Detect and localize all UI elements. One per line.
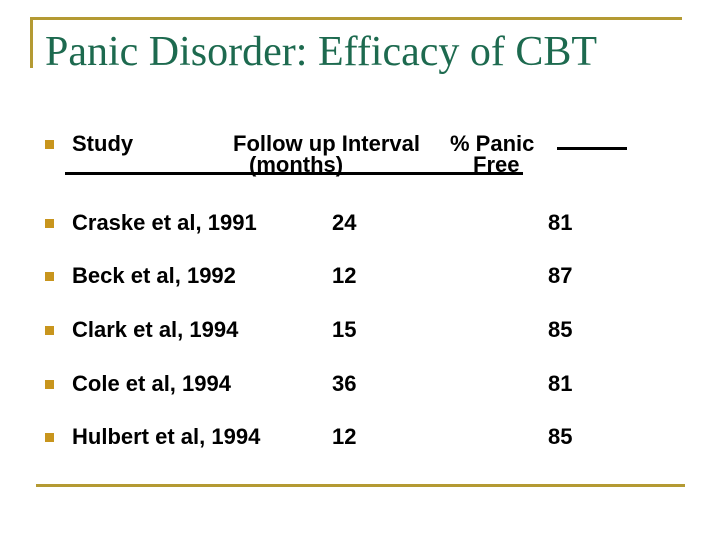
panic-free-cell: 85 — [548, 317, 573, 342]
panic-free-cell: 81 — [548, 210, 573, 235]
bottom-gold-rule — [36, 484, 685, 487]
header-underline-rule — [65, 172, 523, 175]
header-followup-interval: Follow up Interval — [233, 131, 421, 156]
bullet-icon — [45, 326, 54, 335]
study-cell: Hulbert et al, 1994 — [72, 424, 261, 449]
interval-cell: 15 — [332, 317, 357, 342]
top-gold-rule — [30, 17, 682, 20]
bullet-icon — [45, 380, 54, 389]
panic-free-cell: 85 — [548, 424, 573, 449]
header-study: Study — [72, 131, 134, 156]
header-blank-rule — [557, 147, 627, 150]
interval-cell: 36 — [332, 371, 357, 396]
bullet-icon — [45, 433, 54, 442]
study-cell: Beck et al, 1992 — [72, 263, 236, 288]
study-cell: Craske et al, 1991 — [72, 210, 257, 235]
interval-cell: 12 — [332, 263, 357, 288]
interval-cell: 24 — [332, 210, 357, 235]
bullet-icon — [45, 272, 54, 281]
panic-free-cell: 87 — [548, 263, 573, 288]
study-cell: Cole et al, 1994 — [72, 371, 231, 396]
header-bullet-icon — [45, 140, 54, 149]
slide-title: Panic Disorder: Efficacy of CBT — [45, 29, 598, 75]
title-left-gold-rule — [30, 17, 33, 68]
bullet-icon — [45, 219, 54, 228]
table-row: Hulbert et al, 1994 12 85 — [0, 424, 720, 450]
table-row: Beck et al, 1992 12 87 — [0, 263, 720, 289]
table-row: Craske et al, 1991 24 81 — [0, 210, 720, 236]
header-percent-panic: % Panic — [450, 131, 535, 156]
interval-cell: 12 — [332, 424, 357, 449]
study-cell: Clark et al, 1994 — [72, 317, 239, 342]
panic-free-cell: 81 — [548, 371, 573, 396]
table-row: Clark et al, 1994 15 85 — [0, 317, 720, 343]
table-row: Cole et al, 1994 36 81 — [0, 371, 720, 397]
